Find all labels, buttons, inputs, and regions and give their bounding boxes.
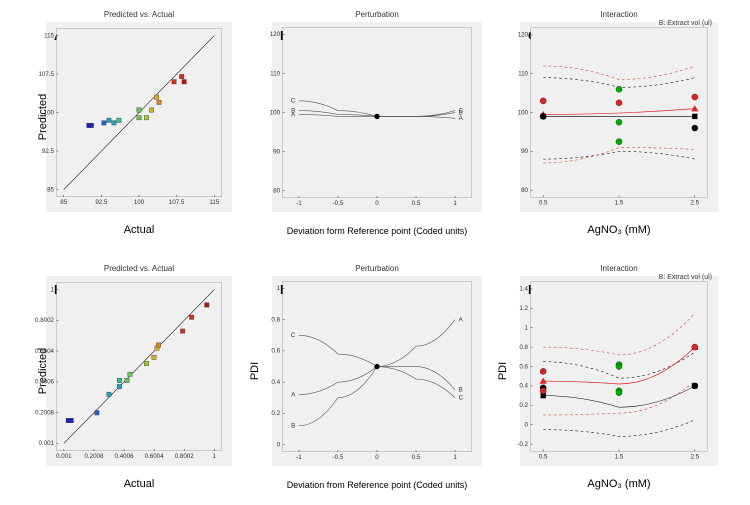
svg-text:0.4: 0.4 <box>519 383 528 390</box>
ylabel: PDI <box>497 362 509 380</box>
panel-D: Predicted vs. Actual D Actual Predicted … <box>46 276 232 466</box>
svg-text:100: 100 <box>134 199 145 206</box>
panel-title: Predicted vs. Actual <box>46 264 232 273</box>
panel-title: Perturbation <box>272 10 482 19</box>
svg-text:0.2008: 0.2008 <box>84 453 103 460</box>
svg-text:0.6004: 0.6004 <box>145 453 164 460</box>
svg-E: -1-0.500.5100.20.40.60.81CABABC <box>272 276 482 466</box>
svg-text:1.2: 1.2 <box>519 305 528 312</box>
svg-text:0.6: 0.6 <box>519 363 528 370</box>
svg-text:0: 0 <box>375 454 379 461</box>
panel-B: Perturbation B Deviation form Reference … <box>272 22 482 212</box>
svg-text:80: 80 <box>521 187 528 194</box>
svg-text:0: 0 <box>277 441 281 448</box>
svg-text:90: 90 <box>273 148 280 155</box>
svg-text:0.8002: 0.8002 <box>175 453 194 460</box>
svg-text:0.8: 0.8 <box>271 316 280 323</box>
svg-text:0: 0 <box>525 422 529 429</box>
svg-text:-0.2: -0.2 <box>517 441 528 448</box>
svg-text:92.5: 92.5 <box>42 148 55 155</box>
panel-title: Predicted vs. Actual <box>46 10 232 19</box>
svg-C: 0.5 1.5 2.5 80 90 100 110 120 <box>520 22 718 212</box>
panel-title: Perturbation <box>272 264 482 273</box>
svg-text:100: 100 <box>270 109 281 116</box>
xlabel: Deviation from Reference point (Coded un… <box>272 480 482 490</box>
svg-text:1.5: 1.5 <box>615 453 624 460</box>
svg-text:-0.5: -0.5 <box>333 454 344 461</box>
svg-text:107.5: 107.5 <box>169 199 185 206</box>
svg-text:0.2008: 0.2008 <box>35 409 54 416</box>
xlabel: Actual <box>46 478 232 490</box>
svg-text:0.2: 0.2 <box>271 410 280 417</box>
svg-text:0.8002: 0.8002 <box>35 317 54 324</box>
svg-text:0.5: 0.5 <box>539 199 548 206</box>
svg-text:0.6: 0.6 <box>271 348 280 355</box>
svg-text:92.5: 92.5 <box>95 199 108 206</box>
svg-text:115: 115 <box>209 199 219 206</box>
panel-C: Interaction B: Extract vol (ul) C AgNO₃ … <box>520 22 718 212</box>
panel-F: Interaction B: Extract vol (ul) F AgNO₃ … <box>520 276 718 466</box>
svg-text:0.4006: 0.4006 <box>35 379 54 386</box>
svg-D: 0.0010.20080.40060.60040.800210.0010.200… <box>46 276 232 466</box>
svg-text:0.4006: 0.4006 <box>115 453 134 460</box>
svg-F: 0.5 1.5 2.5 -0.2 0 0.2 0.4 0.6 0.8 1 1.2 1.4 <box>520 276 718 466</box>
panel-E: Perturbation E Deviation from Reference … <box>272 276 482 466</box>
svg-text:1: 1 <box>277 285 281 292</box>
svg-text:1.4: 1.4 <box>519 286 528 293</box>
svg-text:107.5: 107.5 <box>38 71 54 78</box>
svg-text:85: 85 <box>60 199 67 206</box>
svg-text:0.4: 0.4 <box>271 379 280 386</box>
svg-B: -1-0.500.518090100110120CBABCA <box>272 22 482 212</box>
svg-text:1: 1 <box>213 453 217 460</box>
svg-text:80: 80 <box>273 187 280 194</box>
svg-text:0.5: 0.5 <box>412 454 421 461</box>
svg-A: 8592.5100107.51158592.5100107.5115 <box>46 22 232 212</box>
svg-text:0.5: 0.5 <box>539 453 548 460</box>
ylabel: PDI <box>249 362 261 380</box>
svg-text:C: C <box>291 332 296 339</box>
svg-text:0.001: 0.001 <box>38 440 54 447</box>
svg-text:2.5: 2.5 <box>690 453 699 460</box>
svg-text:-0.5: -0.5 <box>333 200 344 207</box>
svg-text:120: 120 <box>270 31 281 38</box>
svg-text:-1: -1 <box>296 454 302 461</box>
xlabel: AgNO₃ (mM) <box>520 478 718 490</box>
svg-text:100: 100 <box>44 109 55 116</box>
svg-text:120: 120 <box>518 32 529 39</box>
svg-text:B: B <box>291 423 295 430</box>
svg-text:0.2: 0.2 <box>519 402 528 409</box>
svg-text:1: 1 <box>453 454 457 461</box>
svg-text:1.5: 1.5 <box>615 199 624 206</box>
svg-text:0: 0 <box>375 200 379 207</box>
xlabel: AgNO₃ (mM) <box>520 224 718 236</box>
svg-text:C: C <box>459 107 464 114</box>
svg-text:1: 1 <box>51 286 55 293</box>
svg-text:110: 110 <box>518 71 528 78</box>
panel-title: Interaction <box>520 264 718 273</box>
svg-text:90: 90 <box>521 148 528 155</box>
svg-text:0.6004: 0.6004 <box>35 348 54 355</box>
svg-text:110: 110 <box>270 70 281 77</box>
svg-text:85: 85 <box>47 186 54 193</box>
svg-text:C: C <box>459 395 464 402</box>
svg-text:0.001: 0.001 <box>56 453 72 460</box>
svg-text:1: 1 <box>453 200 457 207</box>
svg-text:1: 1 <box>525 325 529 332</box>
xlabel: Actual <box>46 224 232 236</box>
panel-title: Interaction <box>520 10 718 19</box>
svg-text:0.8: 0.8 <box>519 344 528 351</box>
svg-text:115: 115 <box>44 32 54 39</box>
panel-A: Predicted vs. Actual A Actual Predicted … <box>46 22 232 212</box>
svg-text:-1: -1 <box>296 200 302 207</box>
svg-text:B: B <box>459 387 463 394</box>
svg-text:100: 100 <box>518 109 529 116</box>
xlabel: Deviation form Reference point (Coded un… <box>272 226 482 236</box>
svg-text:C: C <box>291 98 296 105</box>
svg-text:0.5: 0.5 <box>412 200 421 207</box>
svg-text:2.5: 2.5 <box>690 199 699 206</box>
